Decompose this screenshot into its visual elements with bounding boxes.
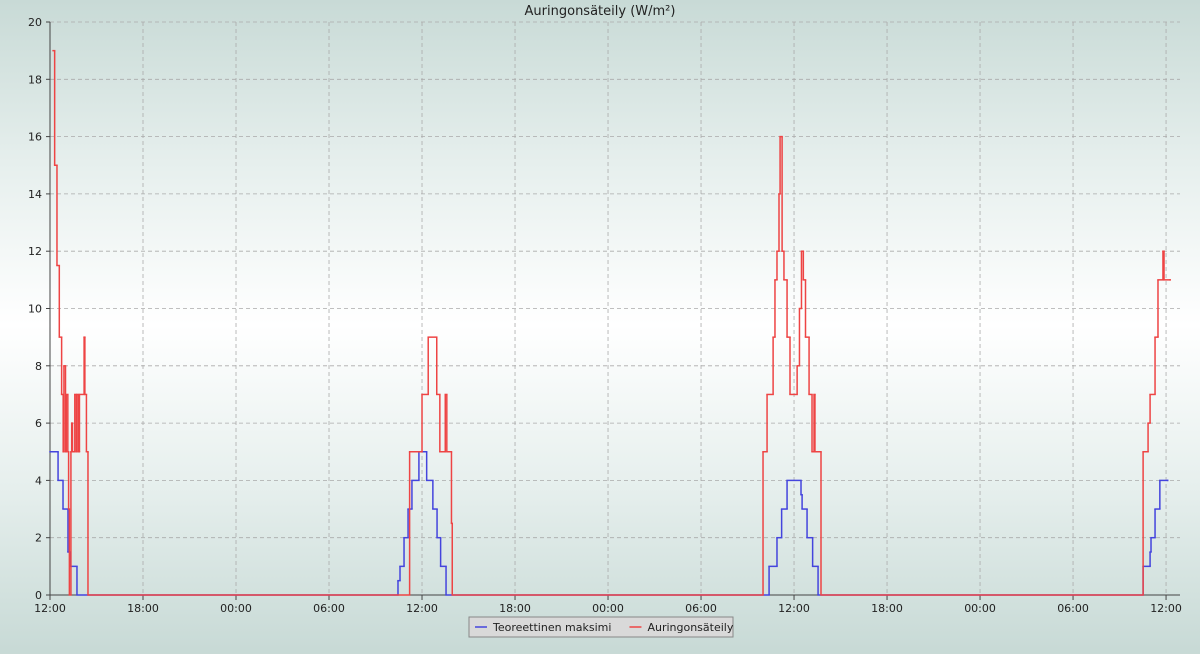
y-tick-label: 16 xyxy=(28,131,42,144)
chart-title: Auringonsäteily (W/m²) xyxy=(525,4,676,19)
x-tick-label: 18:00 xyxy=(127,602,159,615)
y-tick-label: 2 xyxy=(35,532,42,545)
x-tick-label: 06:00 xyxy=(313,602,345,615)
legend-box xyxy=(468,616,734,638)
x-tick-label: 00:00 xyxy=(964,602,996,615)
y-tick-label: 10 xyxy=(28,303,42,316)
x-tick-label: 18:00 xyxy=(499,602,531,615)
legend-label: Auringonsäteily xyxy=(647,621,733,634)
y-tick-label: 14 xyxy=(28,188,42,201)
legend-label: Teoreettinen maksimi xyxy=(492,621,611,634)
y-tick-label: 12 xyxy=(28,245,42,258)
x-tick-label: 00:00 xyxy=(592,602,624,615)
x-tick-label: 00:00 xyxy=(220,602,252,615)
y-tick-label: 8 xyxy=(35,360,42,373)
x-tick-label: 12:00 xyxy=(34,602,66,615)
y-tick-label: 20 xyxy=(28,16,42,29)
x-tick-label: 18:00 xyxy=(871,602,903,615)
x-tick-label: 06:00 xyxy=(685,602,717,615)
x-tick-label: 12:00 xyxy=(406,602,438,615)
x-tick-label: 12:00 xyxy=(1150,602,1182,615)
y-tick-label: 6 xyxy=(35,417,42,430)
y-tick-label: 0 xyxy=(35,589,42,602)
x-tick-label: 06:00 xyxy=(1057,602,1089,615)
y-tick-label: 4 xyxy=(35,474,42,487)
y-tick-label: 18 xyxy=(28,73,42,86)
x-tick-label: 12:00 xyxy=(778,602,810,615)
